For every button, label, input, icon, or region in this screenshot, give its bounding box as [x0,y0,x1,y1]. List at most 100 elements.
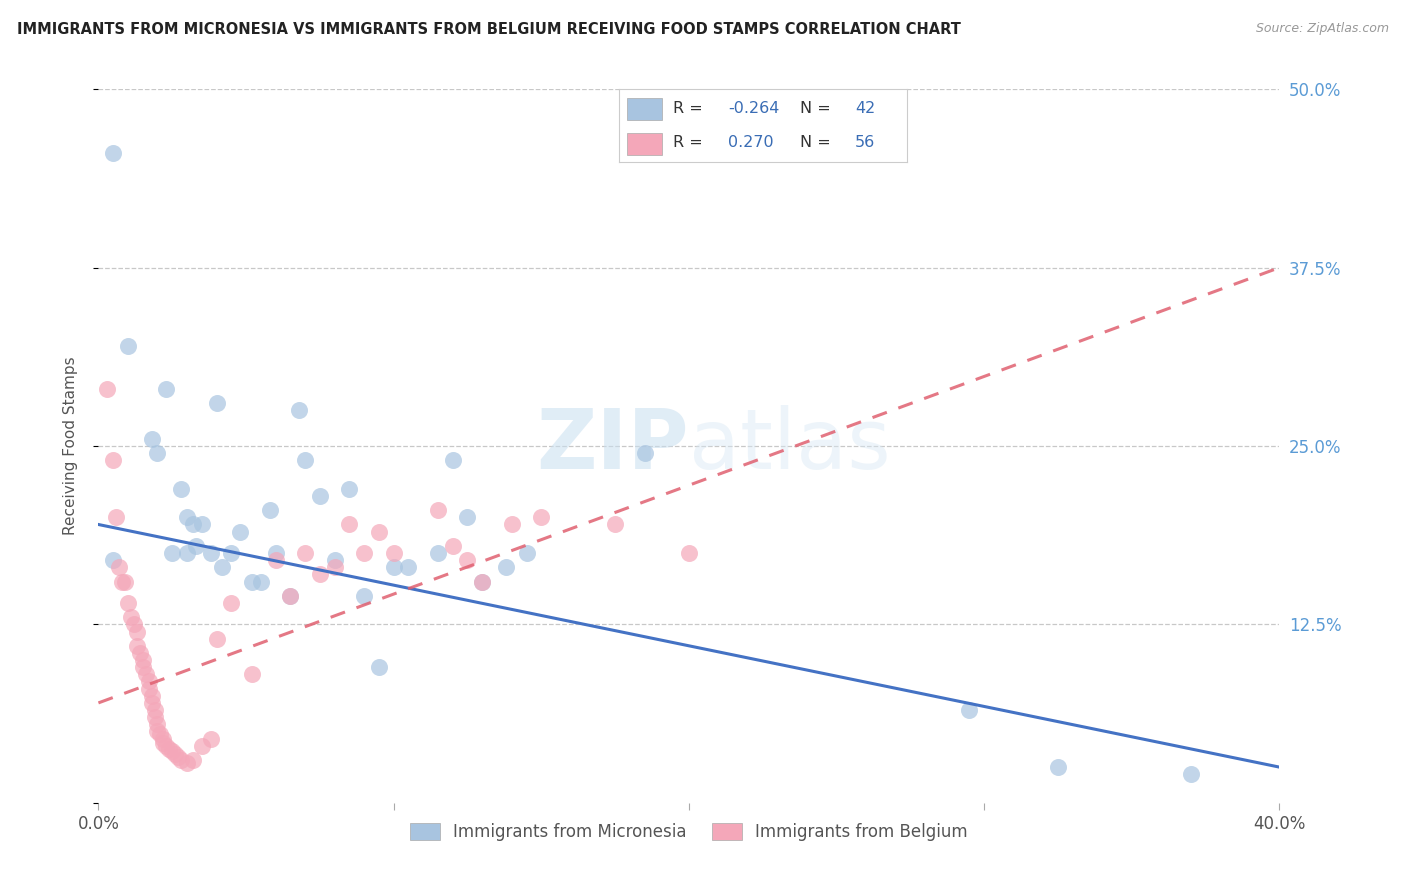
Point [240,667,263,681]
Text: -0.264: -0.264 [728,102,779,117]
Point [294,546,316,560]
Point [114,574,136,589]
Point [176,510,198,524]
Point [146,446,169,460]
Point [141,432,163,446]
Text: ZIP: ZIP [537,406,689,486]
Point [149,727,172,741]
Point [441,453,464,467]
Point [200,546,222,560]
Point [221,596,243,610]
Point [132,653,155,667]
Point [605,517,627,532]
Point [143,703,166,717]
Text: IMMIGRANTS FROM MICRONESIA VS IMMIGRANTS FROM BELGIUM RECEIVING FOOD STAMPS CORR: IMMIGRANTS FROM MICRONESIA VS IMMIGRANTS… [17,22,960,37]
Point [200,731,222,746]
Point [427,503,450,517]
Point [382,560,405,574]
Text: atlas: atlas [689,406,890,486]
Point [103,146,125,161]
Text: N =: N = [800,102,837,117]
Point [135,667,157,681]
Point [457,553,479,567]
Text: Source: ZipAtlas.com: Source: ZipAtlas.com [1256,22,1389,36]
Point [170,482,193,496]
Point [353,546,375,560]
Point [155,382,177,396]
Point [368,524,391,539]
Point [634,446,657,460]
Point [141,696,163,710]
Point [138,674,160,689]
Point [229,524,252,539]
Point [495,560,517,574]
Point [117,339,139,353]
Point [103,453,125,467]
Point [162,546,183,560]
Point [152,731,174,746]
Point [280,589,302,603]
Point [264,546,287,560]
Point [128,646,150,660]
Text: N =: N = [800,135,837,150]
Point [1180,767,1202,781]
Text: 0.270: 0.270 [728,135,773,150]
Point [221,546,243,560]
Point [96,382,118,396]
Point [125,639,148,653]
Point [152,736,174,750]
Point [280,589,302,603]
Point [471,574,494,589]
Point [288,403,311,417]
Point [678,546,700,560]
Point [157,741,180,756]
Point [457,510,479,524]
Point [530,510,553,524]
Text: 56: 56 [855,135,876,150]
Point [191,739,214,753]
Point [181,753,204,767]
Point [211,560,233,574]
Point [501,517,523,532]
Point [368,660,391,674]
Point [205,632,228,646]
Point [141,689,163,703]
Point [323,560,346,574]
Point [339,517,361,532]
Point [146,724,169,739]
Point [398,560,420,574]
Point [165,747,187,762]
Point [441,539,464,553]
Text: 42: 42 [855,102,876,117]
Point [125,624,148,639]
Point [516,546,538,560]
Point [323,553,346,567]
Point [191,517,214,532]
Point [176,756,198,770]
Point [427,546,450,560]
Point [309,489,332,503]
Point [138,681,160,696]
Point [294,453,316,467]
Point [1046,760,1070,774]
Point [353,589,375,603]
Point [309,567,332,582]
FancyBboxPatch shape [627,98,662,120]
Point [382,546,405,560]
Point [170,753,193,767]
Point [181,517,204,532]
Text: R =: R = [673,102,709,117]
Point [184,539,207,553]
Point [108,560,131,574]
Point [471,574,494,589]
Point [250,574,273,589]
Text: R =: R = [673,135,713,150]
Point [143,710,166,724]
Point [146,717,169,731]
Point [120,610,142,624]
Point [205,396,228,410]
Y-axis label: Receiving Food Stamps: Receiving Food Stamps [63,357,77,535]
Point [122,617,145,632]
Point [339,482,361,496]
Point [155,739,177,753]
